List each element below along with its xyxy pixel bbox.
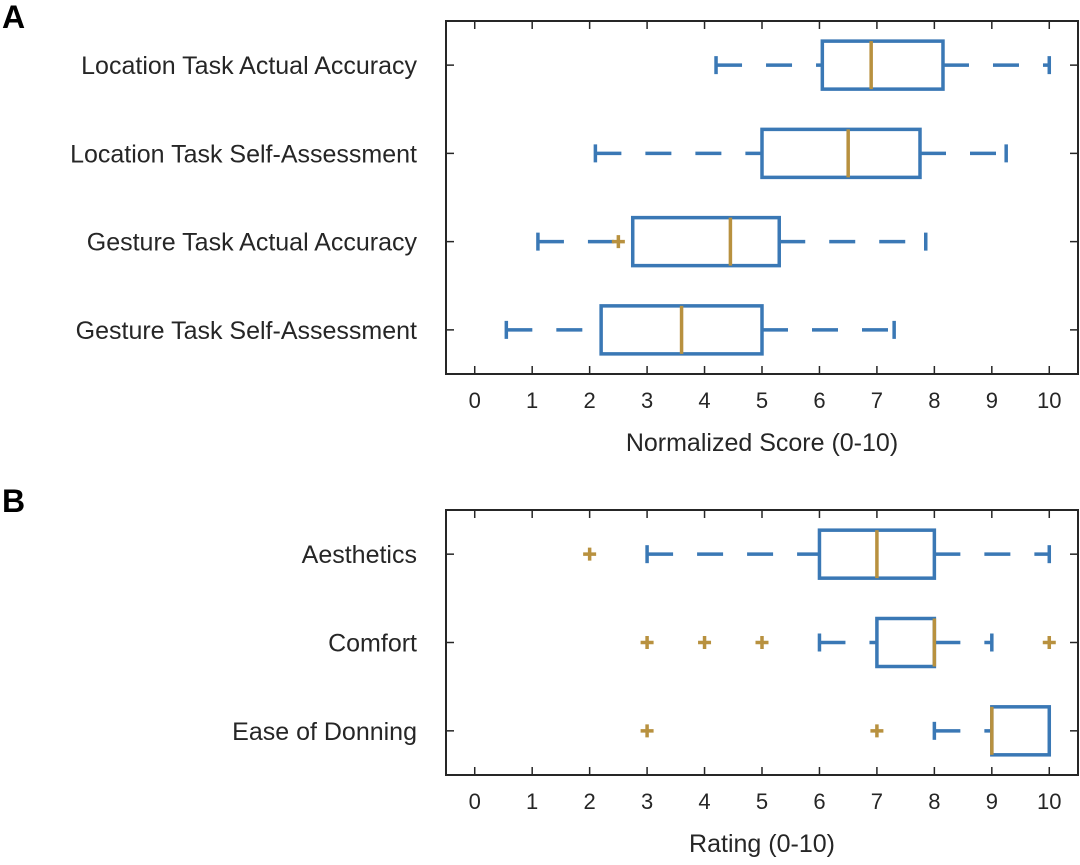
panel-b-plot: 0 1 2 3 4 5 6 7 8 9 10 Rating (0-10) Aesthetics Comfo… bbox=[232, 509, 1079, 858]
panel-b-x-tick-label: 10 bbox=[1037, 789, 1061, 814]
panel-b-letter: B bbox=[2, 483, 25, 519]
panel-a-category-label: Location Task Actual Accuracy bbox=[81, 52, 417, 80]
panel-a-box bbox=[820, 39, 945, 91]
panel-b-outlier-marker bbox=[1042, 636, 1056, 649]
panel-a-box bbox=[630, 215, 781, 268]
panel-b-outlier-marker bbox=[755, 636, 769, 649]
panel-b-outlier-marker bbox=[583, 547, 597, 561]
panel-b-box bbox=[990, 705, 1052, 757]
panel-b-x-tick-label: 0 bbox=[469, 789, 481, 814]
panel-b-outlier-marker bbox=[640, 636, 654, 649]
panel-b-x-tick-label: 2 bbox=[584, 789, 596, 814]
panel-a-category-label: Gesture Task Actual Accuracy bbox=[87, 229, 418, 257]
panel-b-category-label: Aesthetics bbox=[302, 541, 417, 569]
panel-a-category-label: Gesture Task Self-Assessment bbox=[76, 317, 417, 345]
panel-a-x-tick-label: 3 bbox=[641, 388, 653, 413]
panel-a-outlier-marker bbox=[611, 235, 625, 249]
panel-a-x-tick-label: 2 bbox=[584, 388, 596, 413]
panel-b-x-tick-label: 7 bbox=[871, 789, 883, 814]
panel-a-x-tick-label: 9 bbox=[986, 388, 998, 413]
panel-b-x-tick-label: 4 bbox=[698, 789, 710, 814]
panel-a-x-tick-label: 5 bbox=[756, 388, 768, 413]
panel-a-x-tick-label: 6 bbox=[813, 388, 825, 413]
panel-b-x-tick-label: 3 bbox=[641, 789, 653, 814]
panel-b-x-tick-label: 5 bbox=[756, 789, 768, 814]
panel-a-x-tick-label: 10 bbox=[1037, 388, 1061, 413]
panel-a-x-tick-label: 7 bbox=[871, 388, 883, 413]
panel-a-category-label: Location Task Self-Assessment bbox=[70, 140, 417, 168]
panel-a-x-axis-title: Normalized Score (0-10) bbox=[626, 429, 898, 457]
panel-a-x-tick-label: 0 bbox=[469, 388, 481, 413]
panel-b-x-tick-label: 8 bbox=[928, 789, 940, 814]
panel-a-plot: 0 1 2 3 4 5 6 7 8 9 10 Normalized Score (0-10) Locat… bbox=[70, 20, 1079, 457]
panel-a-letter: A bbox=[2, 0, 25, 35]
panel-b-outlier-marker bbox=[870, 724, 884, 738]
panel-b-x-tick-label: 9 bbox=[986, 789, 998, 814]
panel-a-x-tick-label: 1 bbox=[526, 388, 538, 413]
panel-b-x-tick-label: 6 bbox=[813, 789, 825, 814]
panel-b-outlier-marker bbox=[698, 636, 712, 649]
panel-b-outlier-marker bbox=[640, 724, 654, 738]
panel-b-category-label: Ease of Donning bbox=[232, 718, 417, 746]
panel-a-x-tick-label: 4 bbox=[698, 388, 710, 413]
panel-b-x-tick-label: 1 bbox=[526, 789, 538, 814]
panel-a-box bbox=[760, 127, 922, 180]
panel-a-x-tick-label: 8 bbox=[928, 388, 940, 413]
panel-b-x-axis-title: Rating (0-10) bbox=[689, 830, 835, 858]
panel-b-category-label: Comfort bbox=[328, 630, 417, 658]
panel-b-box bbox=[875, 616, 937, 669]
